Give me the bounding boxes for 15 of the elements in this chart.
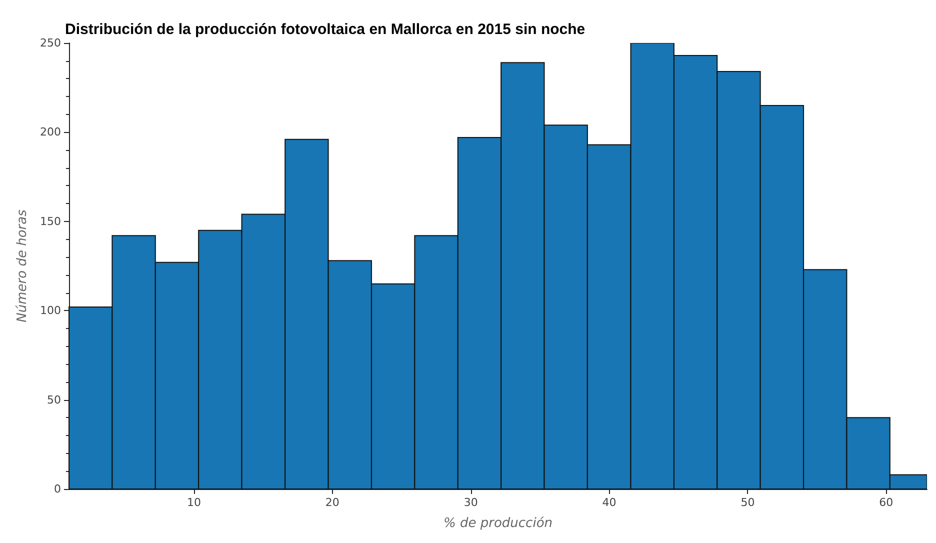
x-tick-label: 40 (602, 496, 616, 509)
y-tick-label: 250 (40, 36, 61, 50)
y-axis-title: Número de horas (15, 209, 30, 322)
x-tick-label: 20 (325, 496, 340, 509)
y-tick-label: 0 (54, 482, 61, 496)
x-tick-label: 30 (464, 496, 478, 509)
x-tick-label: 10 (187, 496, 202, 509)
chart-title: Distribución de la producción fotovoltaica en Mallorca en 2015 sin noche (65, 21, 586, 38)
x-axis-title: % de producción (443, 516, 553, 531)
x-tick-label: 60 (879, 496, 894, 509)
y-tick-label: 200 (40, 126, 61, 139)
y-tick-label: 100 (40, 304, 61, 318)
y-tick-label: 50 (47, 393, 61, 406)
x-tick-label: 50 (740, 496, 755, 509)
y-tick-label: 150 (40, 214, 61, 228)
